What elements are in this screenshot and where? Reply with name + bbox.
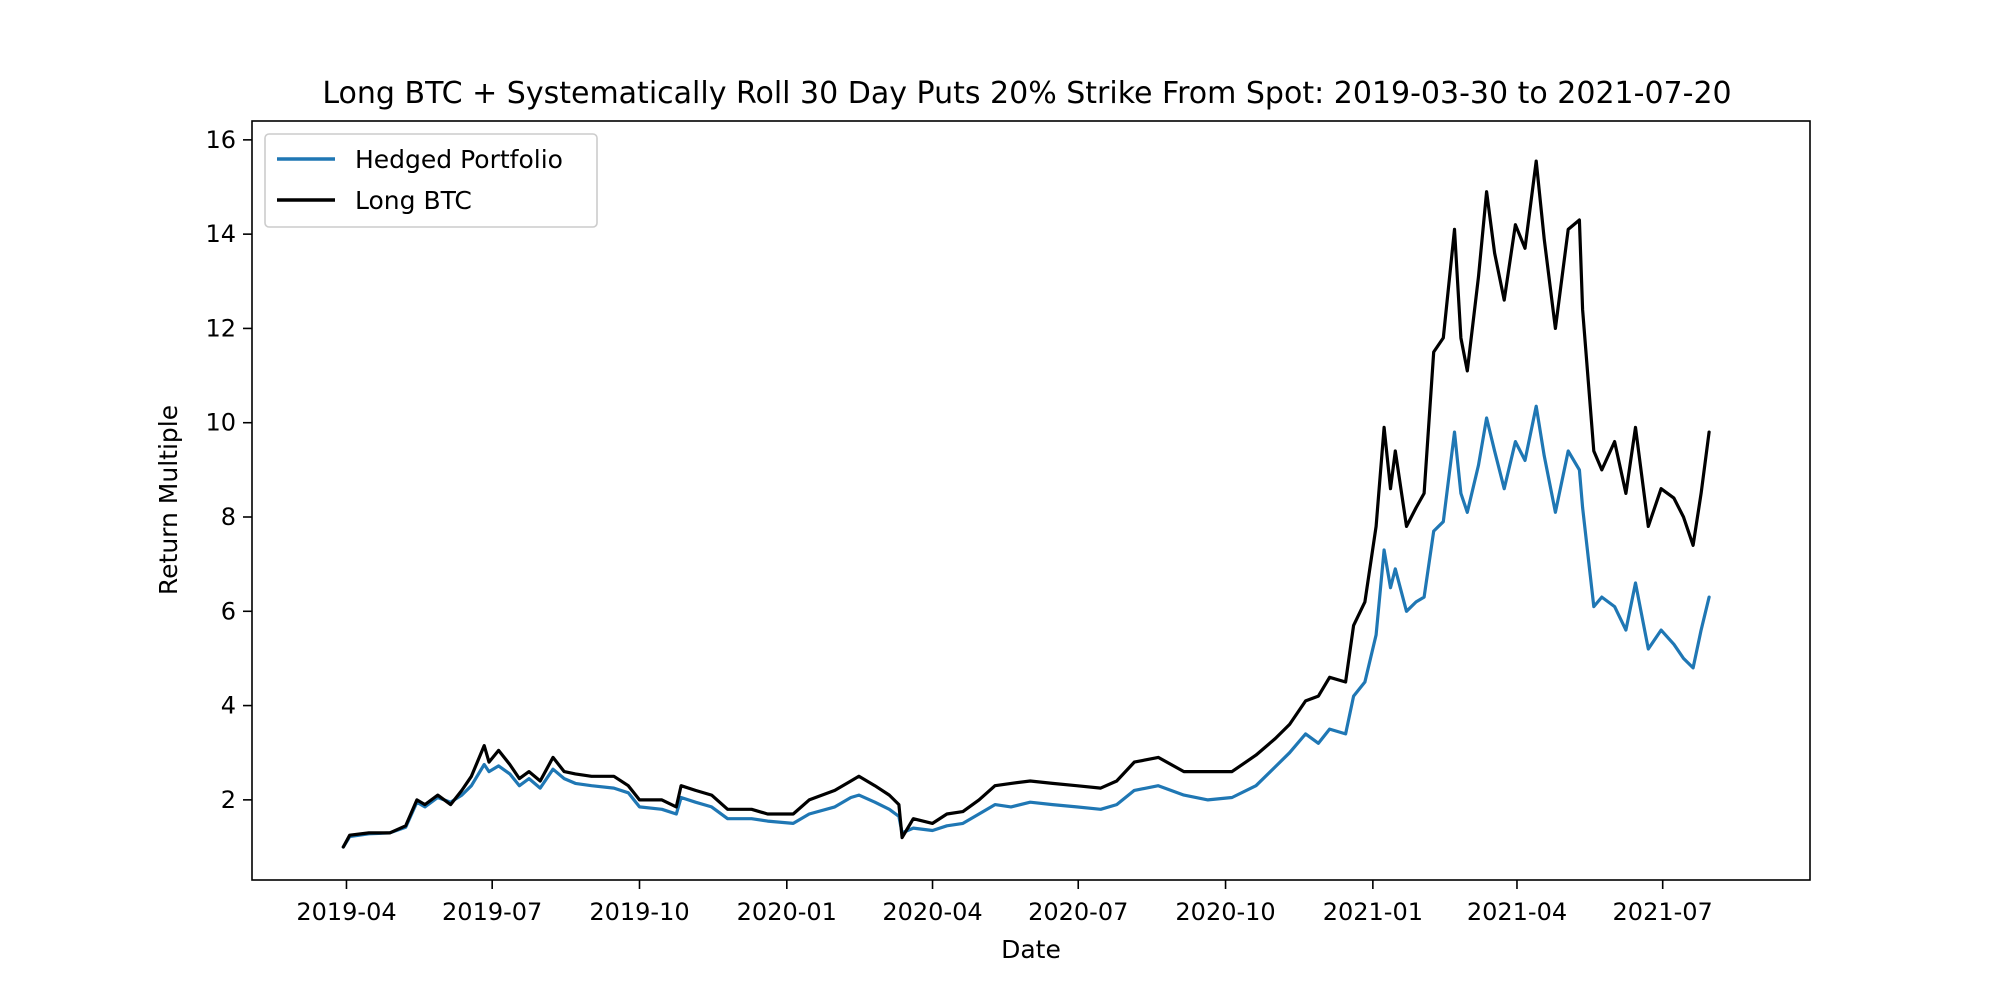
series-layer: [341, 159, 1711, 849]
legend-box: [264, 133, 598, 228]
x-axis-label: Date: [1001, 935, 1061, 964]
x-tick-label: 2021-01: [1323, 898, 1423, 926]
x-tick-label: 2019-04: [296, 898, 396, 926]
y-tick-label: 4: [221, 692, 236, 720]
legend-label-hedged: Hedged Portfolio: [355, 145, 563, 174]
chart-title: Long BTC + Systematically Roll 30 Day Pu…: [322, 76, 1731, 111]
x-tick-label: 2021-07: [1613, 898, 1713, 926]
y-tick-label: 2: [221, 786, 236, 814]
y-tick-label: 16: [205, 126, 236, 154]
x-tick-label: 2020-07: [1028, 898, 1128, 926]
plot-area-frame: [251, 120, 1811, 881]
series-line-long-btc: [341, 159, 1711, 849]
y-tick-label: 14: [205, 220, 236, 248]
x-tick-label: 2020-04: [882, 898, 982, 926]
x-tick-label: 2019-07: [442, 898, 542, 926]
series-line-hedged-portfolio: [341, 404, 1711, 849]
x-tick-label: 2020-01: [737, 898, 837, 926]
y-axis: 2 4 6 8 10 12 14 16: [205, 126, 252, 814]
y-tick-label: 8: [221, 503, 236, 531]
x-tick-label: 2020-10: [1175, 898, 1275, 926]
legend: Hedged Portfolio Long BTC: [264, 133, 598, 228]
y-tick-label: 10: [205, 409, 236, 437]
y-tick-label: 12: [205, 314, 236, 342]
y-axis-label: Return Multiple: [154, 405, 183, 595]
x-tick-label: 2021-04: [1467, 898, 1567, 926]
y-tick-label: 6: [221, 597, 236, 625]
x-axis: 2019-04 2019-07 2019-10 2020-01 2020-04 2020-…: [296, 880, 1713, 926]
x-tick-label: 2019-10: [589, 898, 689, 926]
legend-label-long-btc: Long BTC: [355, 186, 472, 215]
